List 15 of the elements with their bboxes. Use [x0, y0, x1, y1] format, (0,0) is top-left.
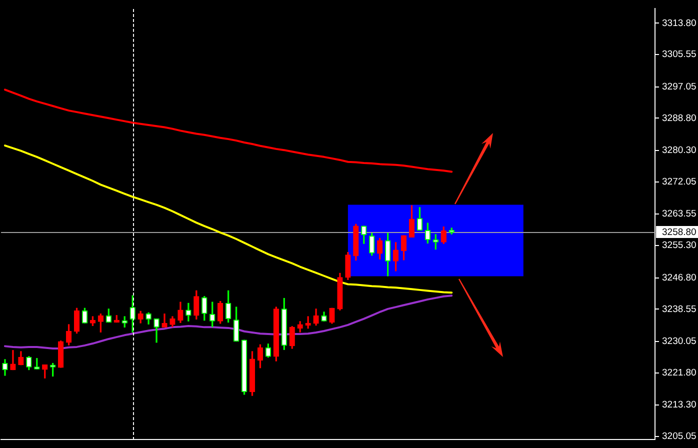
- y-tick-label: 3263.55: [662, 208, 696, 220]
- y-tick-label: 3280.30: [662, 145, 696, 156]
- ref-line-label: 3258.80: [662, 227, 696, 238]
- y-tick-label: 3205.05: [662, 431, 696, 442]
- y-tick-label: 3272.05: [662, 176, 696, 188]
- y-tick-label: 3221.80: [662, 367, 696, 378]
- y-tick-label: 3255.30: [662, 240, 696, 252]
- y-tick-label: 3313.80: [662, 18, 696, 29]
- y-tick-label: 3297.05: [662, 81, 696, 92]
- y-tick-label: 3288.80: [662, 112, 696, 124]
- y-tick-label: 3246.80: [662, 272, 696, 284]
- y-tick-label: 3238.55: [662, 304, 696, 315]
- y-tick-label: 3230.05: [662, 336, 696, 348]
- y-tick-label: 3305.55: [662, 49, 696, 60]
- y-tick-label: 3213.30: [662, 400, 696, 411]
